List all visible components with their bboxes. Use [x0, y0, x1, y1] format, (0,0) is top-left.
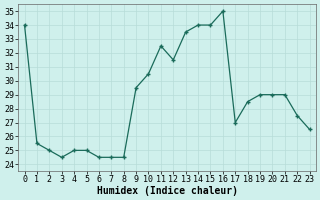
X-axis label: Humidex (Indice chaleur): Humidex (Indice chaleur): [97, 186, 237, 196]
